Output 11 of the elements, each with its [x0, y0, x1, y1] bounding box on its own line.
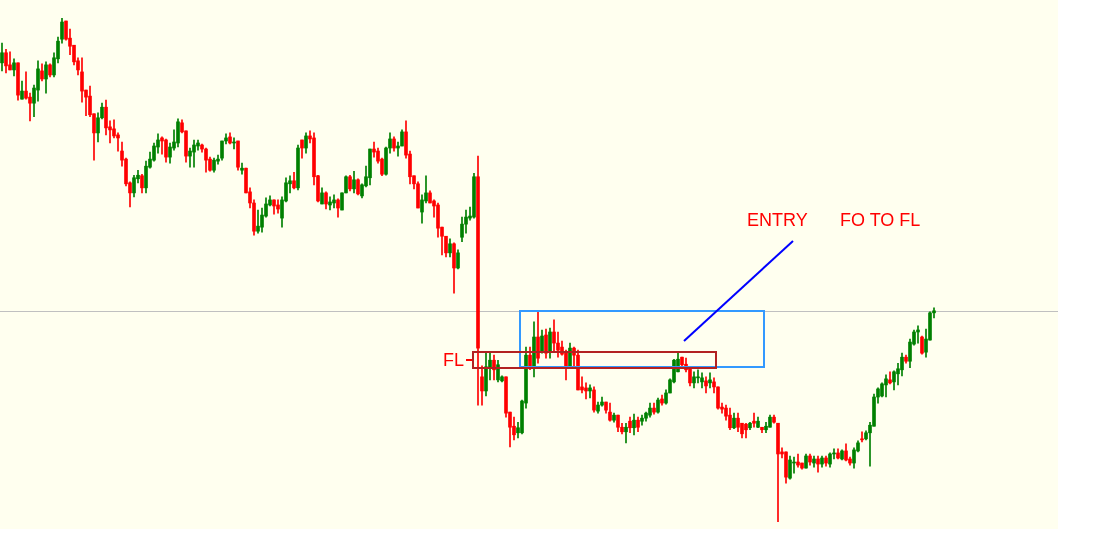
annotation: FL — [443, 349, 465, 371]
candlestick — [700, 372, 704, 389]
candlestick — [192, 139, 196, 168]
candlestick — [752, 412, 756, 428]
candlestick — [240, 162, 244, 175]
candlestick — [888, 371, 892, 385]
candlestick — [8, 51, 12, 71]
annotation: ENTRY — [747, 209, 808, 231]
candlestick — [256, 209, 260, 234]
annotation: FO TO FL — [840, 209, 921, 231]
candlestick — [708, 372, 712, 389]
